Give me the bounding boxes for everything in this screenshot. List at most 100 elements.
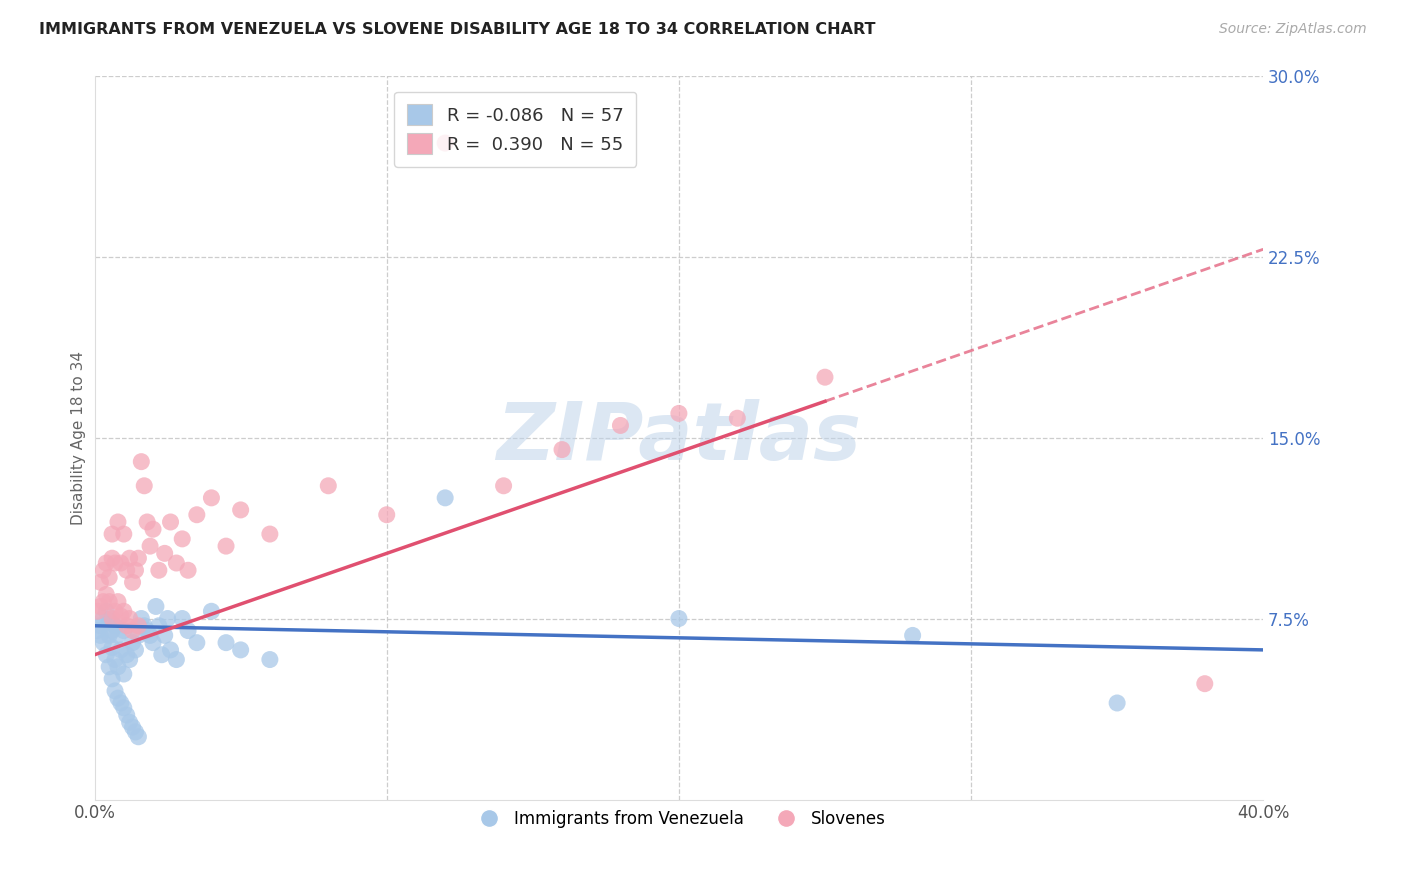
- Point: [112, 667, 135, 681]
- Point: [107, 691, 129, 706]
- Point: [172, 611, 194, 625]
- Y-axis label: Disability Age 18 to 34: Disability Age 18 to 34: [72, 351, 86, 524]
- Point: [86, 604, 108, 618]
- Point: [142, 522, 165, 536]
- Point: [98, 660, 121, 674]
- Point: [668, 611, 690, 625]
- Point: [142, 635, 165, 649]
- Point: [115, 619, 138, 633]
- Point: [98, 614, 121, 628]
- Point: [1194, 676, 1216, 690]
- Point: [96, 587, 118, 601]
- Point: [118, 715, 141, 730]
- Point: [186, 508, 208, 522]
- Point: [115, 708, 138, 723]
- Point: [91, 563, 114, 577]
- Point: [118, 551, 141, 566]
- Point: [115, 563, 138, 577]
- Point: [134, 619, 156, 633]
- Point: [131, 611, 153, 625]
- Point: [609, 418, 631, 433]
- Point: [318, 479, 340, 493]
- Point: [434, 491, 457, 505]
- Point: [492, 479, 515, 493]
- Point: [89, 628, 111, 642]
- Point: [156, 611, 179, 625]
- Point: [434, 136, 457, 150]
- Point: [127, 551, 149, 566]
- Point: [101, 624, 124, 638]
- Point: [134, 479, 156, 493]
- Point: [110, 643, 132, 657]
- Point: [200, 491, 222, 505]
- Point: [107, 628, 129, 642]
- Point: [121, 635, 143, 649]
- Point: [153, 628, 176, 642]
- Point: [107, 594, 129, 608]
- Point: [159, 515, 181, 529]
- Point: [96, 604, 118, 618]
- Point: [139, 539, 162, 553]
- Point: [124, 563, 146, 577]
- Point: [165, 652, 187, 666]
- Point: [104, 604, 127, 618]
- Point: [110, 556, 132, 570]
- Point: [150, 648, 173, 662]
- Point: [104, 619, 127, 633]
- Point: [121, 575, 143, 590]
- Point: [110, 609, 132, 624]
- Point: [259, 527, 281, 541]
- Point: [121, 624, 143, 638]
- Point: [124, 725, 146, 739]
- Point: [136, 515, 159, 529]
- Point: [215, 635, 238, 649]
- Text: IMMIGRANTS FROM VENEZUELA VS SLOVENE DISABILITY AGE 18 TO 34 CORRELATION CHART: IMMIGRANTS FROM VENEZUELA VS SLOVENE DIS…: [39, 22, 876, 37]
- Point: [159, 643, 181, 657]
- Point: [98, 628, 121, 642]
- Point: [259, 652, 281, 666]
- Point: [551, 442, 574, 457]
- Point: [725, 411, 748, 425]
- Point: [110, 696, 132, 710]
- Point: [131, 455, 153, 469]
- Point: [104, 652, 127, 666]
- Point: [186, 635, 208, 649]
- Point: [177, 624, 200, 638]
- Point: [112, 527, 135, 541]
- Point: [98, 570, 121, 584]
- Point: [101, 672, 124, 686]
- Point: [96, 556, 118, 570]
- Point: [901, 628, 924, 642]
- Point: [136, 624, 159, 638]
- Point: [124, 643, 146, 657]
- Point: [1107, 696, 1129, 710]
- Point: [215, 539, 238, 553]
- Point: [153, 546, 176, 560]
- Legend: Immigrants from Venezuela, Slovenes: Immigrants from Venezuela, Slovenes: [465, 804, 891, 835]
- Point: [112, 701, 135, 715]
- Point: [118, 652, 141, 666]
- Point: [86, 624, 108, 638]
- Point: [148, 619, 170, 633]
- Point: [89, 575, 111, 590]
- Point: [127, 628, 149, 642]
- Point: [104, 684, 127, 698]
- Point: [668, 406, 690, 420]
- Point: [165, 556, 187, 570]
- Point: [127, 619, 149, 633]
- Point: [112, 624, 135, 638]
- Text: Source: ZipAtlas.com: Source: ZipAtlas.com: [1219, 22, 1367, 37]
- Point: [229, 503, 252, 517]
- Point: [104, 556, 127, 570]
- Point: [229, 643, 252, 657]
- Point: [96, 648, 118, 662]
- Point: [101, 611, 124, 625]
- Point: [127, 730, 149, 744]
- Point: [101, 640, 124, 655]
- Point: [107, 515, 129, 529]
- Text: ZIPatlas: ZIPatlas: [496, 399, 862, 476]
- Point: [814, 370, 837, 384]
- Point: [121, 720, 143, 734]
- Point: [89, 619, 111, 633]
- Point: [145, 599, 167, 614]
